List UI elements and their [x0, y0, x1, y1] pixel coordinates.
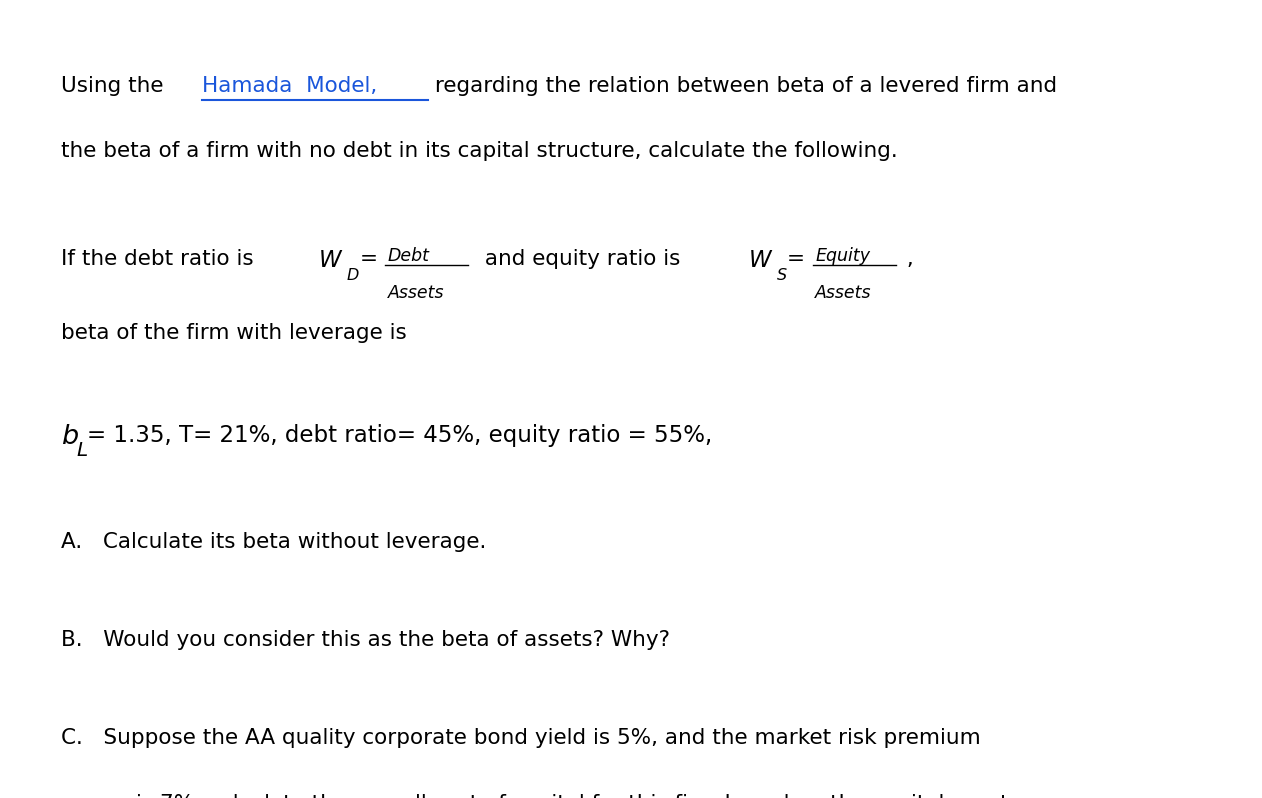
Text: Hamada  Model,: Hamada Model,: [202, 76, 377, 96]
Text: = 1.35, T= 21%, debt ratio= 45%, equity ratio = 55%,: = 1.35, T= 21%, debt ratio= 45%, equity …: [87, 424, 712, 447]
Text: $\mathit{W}$: $\mathit{W}$: [318, 249, 343, 272]
Text: Equity: Equity: [815, 247, 871, 265]
Text: $\mathit{b}$: $\mathit{b}$: [61, 424, 78, 450]
Text: the beta of a firm with no debt in its capital structure, calculate the followin: the beta of a firm with no debt in its c…: [61, 141, 897, 161]
Text: B.   Would you consider this as the beta of assets? Why?: B. Would you consider this as the beta o…: [61, 630, 670, 650]
Text: $\mathit{S}$: $\mathit{S}$: [776, 267, 787, 282]
Text: and equity ratio is: and equity ratio is: [478, 249, 688, 269]
Text: C.   Suppose the AA quality corporate bond yield is 5%, and the market risk prem: C. Suppose the AA quality corporate bond…: [61, 729, 981, 749]
Text: A.   Calculate its beta without leverage.: A. Calculate its beta without leverage.: [61, 532, 486, 552]
Text: ,: ,: [900, 249, 914, 269]
Text: $\mathit{W}$: $\mathit{W}$: [748, 249, 774, 272]
Text: =: =: [360, 249, 377, 269]
Text: beta of the firm with leverage is: beta of the firm with leverage is: [61, 322, 406, 342]
Text: Using the: Using the: [61, 76, 170, 96]
Text: Assets: Assets: [815, 283, 872, 302]
Text: Debt: Debt: [387, 247, 429, 265]
Text: Assets: Assets: [387, 283, 444, 302]
Text: $\mathit{D}$: $\mathit{D}$: [346, 267, 360, 282]
Text: =: =: [787, 249, 805, 269]
Text: regarding the relation between beta of a levered firm and: regarding the relation between beta of a…: [428, 76, 1058, 96]
Text: If the debt ratio is: If the debt ratio is: [61, 249, 260, 269]
Text: $\mathit{L}$: $\mathit{L}$: [76, 441, 88, 460]
Text: is 7%, calculate the overall cost of capital for this firm based on the capital : is 7%, calculate the overall cost of cap…: [136, 794, 1008, 798]
